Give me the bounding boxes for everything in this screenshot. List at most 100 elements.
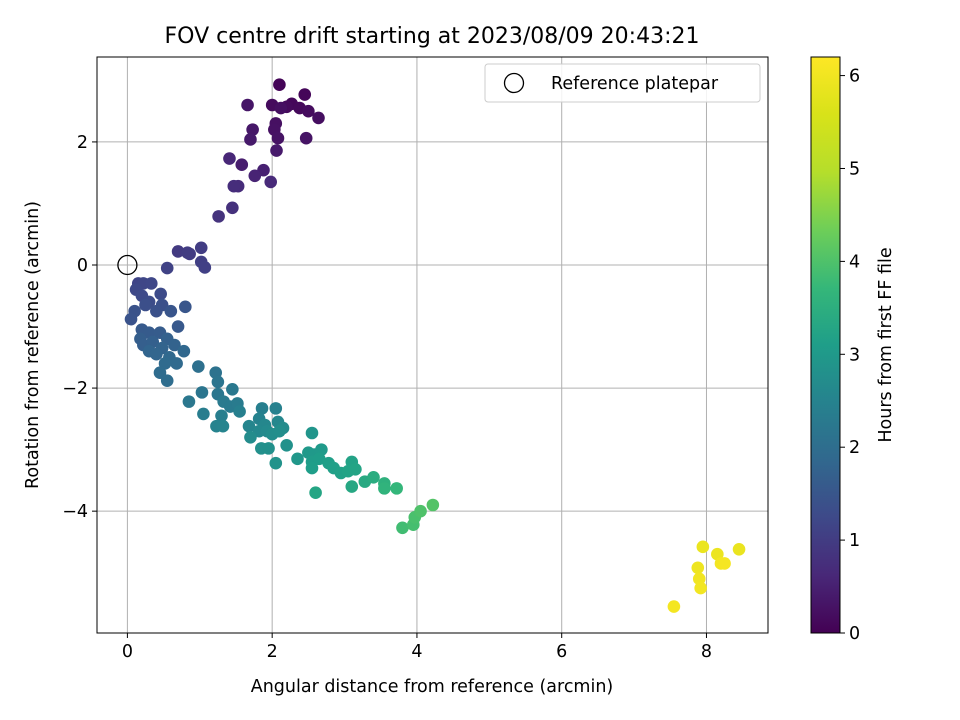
data-point — [160, 374, 174, 387]
x-tick-label: 4 — [411, 642, 422, 662]
data-point — [390, 482, 403, 495]
data-point — [216, 419, 230, 433]
data-point — [246, 123, 259, 136]
colorbar-label: Hours from first FF file — [876, 247, 896, 442]
data-point — [160, 261, 174, 275]
x-tick-label: 0 — [122, 642, 133, 662]
data-point — [144, 277, 158, 290]
data-point — [414, 504, 427, 518]
data-point — [215, 409, 228, 423]
plot-frame — [96, 56, 769, 634]
data-point — [378, 482, 391, 495]
data-point — [692, 572, 706, 586]
data-point — [227, 179, 241, 193]
x-axis-label: Angular distance from reference (arcmin) — [251, 677, 614, 697]
data-point — [312, 452, 326, 466]
points-layer — [124, 78, 746, 613]
data-point — [212, 210, 225, 223]
y-axis-label: Rotation from reference (arcmin) — [23, 201, 43, 489]
data-point — [226, 201, 239, 215]
data-point — [667, 600, 681, 613]
y-tick-label: −4 — [62, 502, 88, 522]
chart-title: FOV centre drift starting at 2023/08/09 … — [165, 24, 700, 49]
data-point — [345, 480, 359, 493]
data-point — [298, 88, 312, 101]
data-point — [248, 169, 262, 183]
reference-marker-layer — [117, 254, 138, 276]
data-point — [241, 98, 254, 112]
x-ticks: 0 2 4 6 8 — [122, 633, 712, 662]
data-point — [242, 419, 256, 433]
data-point — [139, 298, 152, 312]
data-point — [302, 104, 315, 118]
x-tick-label: 2 — [267, 642, 278, 662]
data-point — [244, 431, 257, 444]
colorbar-tick-label: 2 — [849, 438, 860, 458]
data-point — [198, 261, 212, 274]
data-point — [182, 395, 196, 408]
data-point — [158, 357, 172, 370]
data-point — [233, 405, 246, 418]
data-point — [367, 471, 380, 484]
data-point — [691, 561, 705, 575]
data-point — [154, 287, 167, 301]
y-tick-label: −2 — [62, 379, 88, 399]
data-point — [153, 366, 167, 379]
data-point — [164, 304, 178, 318]
data-point — [280, 439, 293, 452]
data-point — [177, 344, 191, 358]
legend-marker-circle — [503, 72, 525, 94]
data-point — [396, 521, 409, 535]
y-tick-label: 2 — [77, 133, 88, 153]
data-point — [426, 498, 440, 512]
data-point — [271, 131, 285, 145]
x-tick-label: 6 — [556, 642, 567, 662]
data-point — [244, 133, 257, 146]
data-point — [170, 357, 183, 370]
data-point — [273, 78, 286, 91]
data-point — [211, 375, 225, 389]
data-point — [291, 452, 304, 466]
data-point — [223, 152, 236, 165]
colorbar-tick-label: 3 — [849, 345, 860, 365]
data-point — [171, 320, 185, 333]
legend-box — [484, 63, 761, 103]
data-point — [150, 304, 163, 318]
data-point — [264, 175, 278, 189]
data-point — [299, 131, 313, 145]
data-point — [194, 241, 208, 255]
legend-entry-reference: Reference platepar — [551, 74, 719, 94]
data-point — [273, 424, 286, 438]
data-point — [694, 581, 707, 595]
colorbar-ticks: 0 1 2 3 4 5 6 — [840, 67, 860, 644]
colorbar-tick-label: 5 — [849, 159, 860, 179]
data-point — [179, 300, 192, 314]
x-tick-label: 8 — [701, 642, 712, 662]
data-point — [181, 246, 194, 259]
y-ticks: 2 0 −2 −4 — [62, 133, 97, 522]
data-point — [235, 158, 249, 171]
reference-point-marker — [117, 254, 138, 276]
colorbar-tick-label: 6 — [849, 67, 860, 87]
data-point — [168, 338, 181, 352]
data-point — [197, 407, 210, 421]
data-point — [262, 442, 275, 455]
data-point — [226, 383, 239, 396]
data-point — [312, 111, 325, 125]
data-point — [309, 486, 322, 499]
colorbar-tick-label: 0 — [849, 624, 860, 644]
data-point — [150, 347, 163, 361]
y-tick-label: 0 — [77, 256, 88, 276]
legend: Reference platepar — [484, 63, 761, 103]
data-point — [195, 386, 209, 399]
colorbar-gradient — [810, 56, 841, 634]
data-point — [349, 463, 362, 476]
data-point — [732, 543, 746, 556]
data-point — [269, 402, 283, 415]
colorbar-tick-label: 1 — [849, 531, 860, 551]
grid — [97, 57, 768, 633]
data-point — [124, 312, 138, 326]
data-point — [696, 540, 710, 554]
data-point — [269, 456, 283, 470]
